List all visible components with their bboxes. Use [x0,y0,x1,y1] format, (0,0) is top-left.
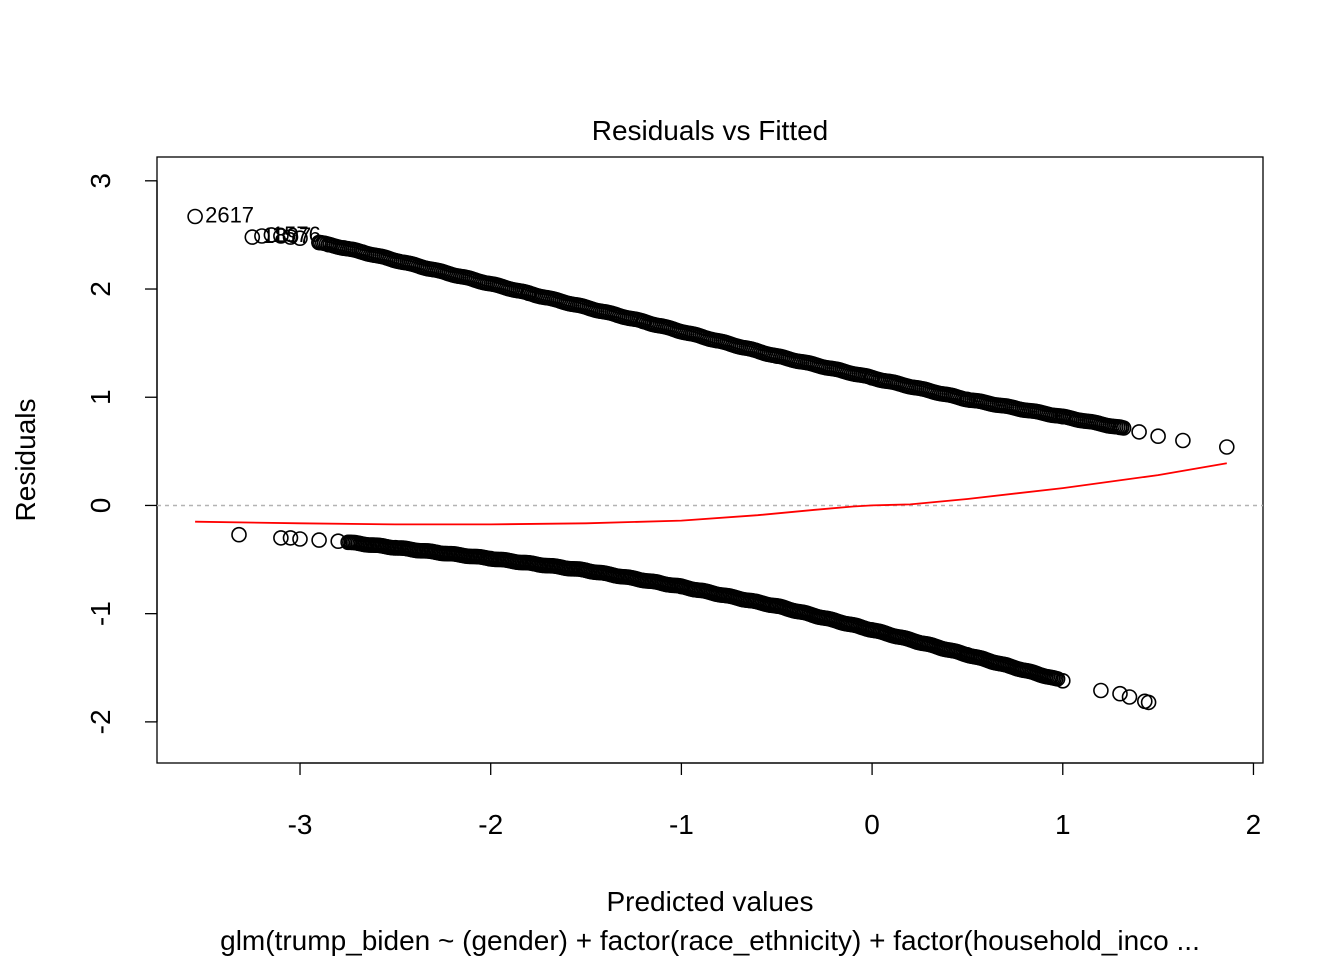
chart-title: Residuals vs Fitted [592,115,829,146]
smoother-line [195,462,1227,526]
x-tick-label: 0 [864,809,880,840]
y-tick-label: 0 [85,498,116,514]
smoother-curve [195,462,1227,526]
model-formula-caption: glm(trump_biden ~ (gender) + factor(race… [220,925,1200,956]
x-axis: -3 -2 -1 0 1 2 [288,762,1262,840]
residual-point [292,531,308,547]
y-tick-label: 3 [85,173,116,189]
residual-point [1112,685,1128,702]
observation-label: 1576 [272,222,321,247]
y-tick-label: 1 [85,389,116,405]
y-tick-label: 2 [85,281,116,297]
residual-point [1150,428,1166,445]
residual-point [1115,420,1132,436]
residual-point [1219,439,1235,455]
residual-point [1049,671,1066,687]
residual-point [273,530,289,546]
x-tick-label: 1 [1055,809,1071,840]
x-tick-label: 2 [1246,809,1262,840]
x-tick-label: -3 [288,809,313,840]
x-tick-label: -2 [478,809,503,840]
residual-point [1140,694,1157,711]
residual-point [1121,689,1138,705]
residual-point [263,227,280,243]
residual-point [282,229,299,245]
residual-point [273,228,289,244]
residual-point [1131,424,1147,440]
residual-point [187,208,203,225]
x-axis-label: Predicted values [606,886,813,917]
residual-point [231,526,247,543]
y-tick-label: -1 [85,601,116,626]
observation-label: 1897 [262,223,311,248]
y-axis: -2 -1 0 1 2 3 [85,173,158,734]
residual-point [1175,432,1191,449]
residual-point [244,229,261,245]
y-tick-label: -2 [85,709,116,734]
y-axis-label: Residuals [10,399,41,522]
x-tick-label: -1 [669,809,694,840]
residual-point [311,532,327,548]
residual-point [254,228,270,244]
residual-point [292,230,308,246]
observation-label: 2617 [205,203,254,228]
residual-points [187,208,1235,711]
residual-point [1093,682,1109,699]
residual-point [282,530,299,546]
